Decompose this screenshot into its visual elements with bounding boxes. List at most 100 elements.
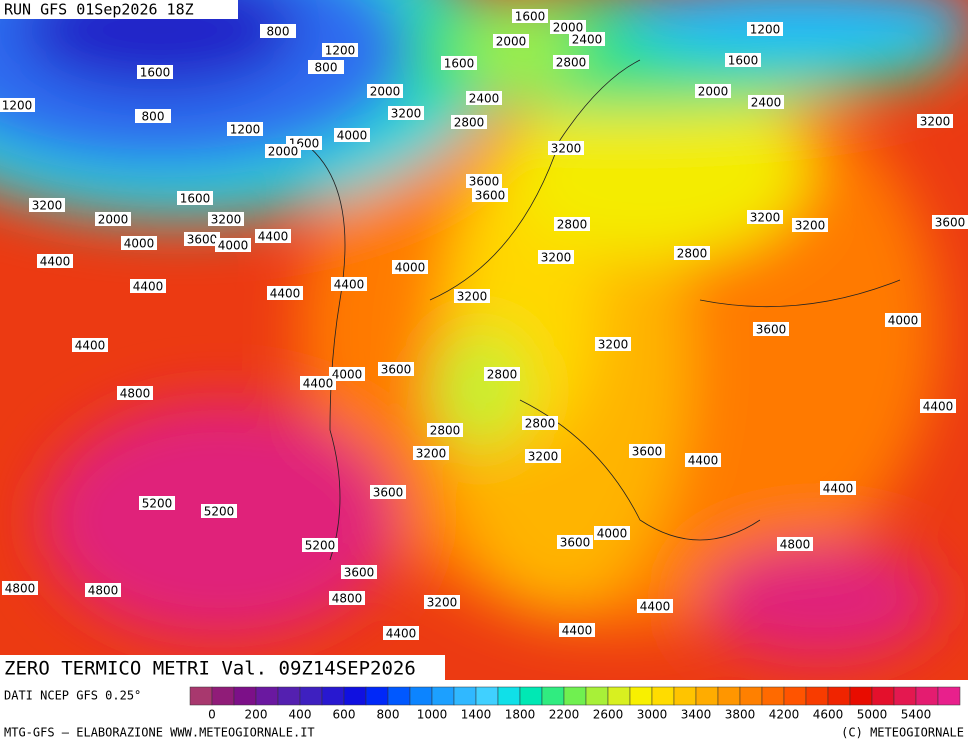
contour-label: 4000 [395, 261, 426, 275]
contour-label: 3200 [211, 213, 242, 227]
colorbar-swatch [739, 686, 763, 706]
contour-label-box [451, 115, 487, 129]
colorbar-swatch [519, 686, 543, 706]
contour-label: 3600 [560, 536, 591, 550]
colorbar-tick-label: 3800 [725, 708, 756, 722]
contour-label: 3200 [427, 596, 458, 610]
colorbar-tick-label: 1800 [505, 708, 536, 722]
contour-label: 3200 [416, 447, 447, 461]
title: ZERO TERMICO METRI Val. 09Z14SEP2026 [4, 658, 416, 680]
contour-label-box [117, 386, 153, 400]
contour-label-box [553, 55, 589, 69]
contour-label: 1600 [728, 54, 759, 68]
contour-label: 3200 [457, 290, 488, 304]
contour-label: 4800 [780, 538, 811, 552]
contour-label: 4400 [688, 454, 719, 468]
contour-label: 3200 [551, 142, 582, 156]
contour-label: 2800 [430, 424, 461, 438]
contour-label-box [329, 367, 365, 381]
contour-label-box [522, 416, 558, 430]
contour-label-box [255, 229, 291, 243]
contour-label: 3600 [381, 363, 412, 377]
contour-label-box [747, 210, 783, 224]
contour-label-box [777, 537, 813, 551]
colorbar-swatch [497, 686, 521, 706]
colorbar-swatch [365, 686, 389, 706]
contour-label-box [454, 289, 490, 303]
colorbar-tick-label: 600 [333, 708, 356, 722]
colorbar-swatch [277, 686, 301, 706]
contour-label: 4000 [337, 129, 368, 143]
contour-label-box [130, 279, 166, 293]
colorbar-tick-label: 0 [208, 708, 216, 722]
contour-label: 800 [142, 110, 165, 124]
contour-label-box [685, 453, 721, 467]
contour-label-box [792, 218, 828, 232]
contour-label: 2000 [98, 213, 129, 227]
contour-label: 3200 [750, 211, 781, 225]
colorbar-tick-label: 5000 [857, 708, 888, 722]
contour-label: 4400 [133, 280, 164, 294]
contour-label-box [135, 109, 171, 123]
contour-label: 3200 [795, 219, 826, 233]
contour-label: 4000 [124, 237, 155, 251]
contour-label: 5200 [305, 539, 336, 553]
contour-label-box [227, 122, 263, 136]
contour-label-box [747, 22, 783, 36]
title-box [0, 655, 445, 682]
colorbar-swatch [189, 686, 213, 706]
colorbar-swatch [937, 686, 961, 706]
contour-label-box [388, 106, 424, 120]
colorbar-tick-label: 4200 [769, 708, 800, 722]
colorbar-swatch [453, 686, 477, 706]
contour-label: 3600 [475, 189, 506, 203]
contour-label-box [334, 128, 370, 142]
colorbar-swatch [431, 686, 455, 706]
colorbar-swatch [805, 686, 829, 706]
contour-label-box [0, 98, 35, 112]
contour-label-box [557, 535, 593, 549]
contour-label-box [29, 198, 65, 212]
contour-label-box [637, 599, 673, 613]
contour-label: 2800 [487, 368, 518, 382]
contour-label: 2800 [556, 56, 587, 70]
contour-label: 1600 [515, 10, 546, 24]
colorbar-tick-label: 3400 [681, 708, 712, 722]
colorbar-tick-label: 5400 [901, 708, 932, 722]
contour-label-box [265, 144, 301, 158]
contour-label-box [383, 626, 419, 640]
colorbar-swatch [827, 686, 851, 706]
contour-label: 2800 [557, 218, 588, 232]
colorbar-swatch [783, 686, 807, 706]
contour-label-box [484, 367, 520, 381]
colorbar-swatch [387, 686, 411, 706]
contour-label: 5200 [142, 497, 173, 511]
contour-label-box [427, 423, 463, 437]
contour-label-box [85, 583, 121, 597]
colorbar-swatch [849, 686, 873, 706]
contour-label-box [201, 504, 237, 518]
contour-label-box [594, 526, 630, 540]
contour-label-box [695, 84, 731, 98]
contour-label: 3600 [187, 233, 218, 247]
colorbar-swatch [299, 686, 323, 706]
contour-label-box [260, 24, 296, 38]
colorbar-swatch [607, 686, 631, 706]
contour-label-box [367, 84, 403, 98]
colorbar-swatch [651, 686, 675, 706]
contour-label-box [885, 313, 921, 327]
contour-label: 2800 [454, 116, 485, 130]
contour-label-box [538, 250, 574, 264]
contour-label-box [595, 337, 631, 351]
contour-label: 1200 [230, 123, 261, 137]
coastlines [299, 59, 901, 561]
colorbar-tick-label: 3000 [637, 708, 668, 722]
colorbar: 0 200 400 600 800 1000 1400 1800 2200 2600 3000 340… [189, 686, 961, 722]
colorbar-swatch [629, 686, 653, 706]
contour-label: 4400 [334, 278, 365, 292]
colorbar-swatch [893, 686, 917, 706]
contour-label: 4400 [386, 627, 417, 641]
